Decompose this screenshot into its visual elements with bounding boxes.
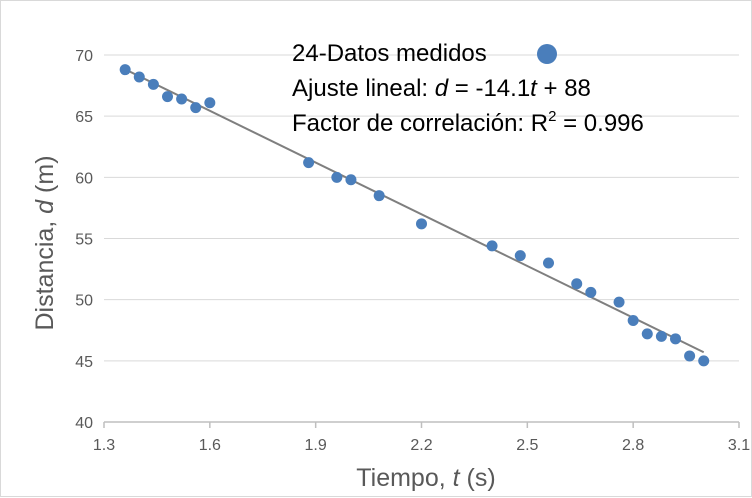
data-point	[641, 328, 653, 340]
data-point	[303, 157, 315, 169]
data-point	[514, 250, 526, 262]
gridlines	[104, 54, 739, 362]
legend-r-prefix: Factor de correlación: R	[292, 110, 548, 137]
x-tick-label: 1.3	[93, 437, 115, 454]
data-point	[416, 218, 427, 230]
x-tick-label: 1.6	[199, 437, 221, 454]
y-tick-label: 45	[75, 354, 93, 371]
y-axis-title-variable: d	[31, 199, 59, 214]
y-tick-label: 55	[75, 232, 93, 249]
data-point	[119, 64, 131, 76]
data-point	[133, 71, 145, 83]
x-axis-title-prefix: Tiempo,	[356, 464, 452, 492]
data-point	[176, 93, 188, 105]
y-tick-label: 70	[75, 48, 93, 65]
x-tick-label: 1.9	[305, 437, 327, 454]
y-tick-label: 40	[75, 415, 93, 432]
data-point	[613, 296, 625, 308]
data-point	[345, 174, 357, 186]
data-point	[147, 78, 159, 90]
legend-fit-middle: = -14.1	[448, 75, 530, 102]
data-point	[684, 350, 696, 362]
data-point	[571, 278, 583, 290]
y-axis-title-suffix: (m)	[31, 155, 59, 199]
y-tick-label: 50	[75, 293, 93, 310]
y-tick-label: 65	[75, 109, 93, 126]
x-tick-label: 2.2	[410, 437, 432, 454]
data-point	[162, 91, 173, 103]
data-point	[585, 286, 597, 298]
x-axis-title-suffix: (s)	[460, 464, 496, 492]
x-tick-label: 2.5	[516, 437, 538, 454]
y-tick-label: 60	[75, 170, 93, 187]
legend-marker-icon	[537, 44, 557, 64]
data-point	[627, 314, 639, 326]
legend-fit-equation: Ajuste lineal: d = -14.1t + 88	[292, 75, 591, 102]
x-tick-label: 3.1	[728, 437, 750, 454]
legend-data-label: 24-Datos medidos	[292, 40, 487, 67]
legend-fit-var-t: t	[530, 75, 538, 102]
data-point	[331, 171, 343, 183]
data-point	[204, 97, 216, 109]
x-tick-label: 2.8	[622, 437, 644, 454]
data-points	[119, 64, 710, 367]
fit-line	[124, 68, 705, 354]
data-point	[698, 355, 710, 367]
data-point	[543, 257, 554, 269]
x-axis-title: Tiempo, t (s)	[356, 464, 495, 492]
legend-fit-suffix: + 88	[537, 75, 591, 102]
x-axis-ticks: 1.3 1.6 1.9 2.2 2.5 2.8 3.1	[93, 422, 750, 454]
x-axis-title-variable: t	[453, 464, 461, 492]
data-point	[373, 190, 385, 202]
legend-r-sup: 2	[548, 108, 556, 125]
y-axis-ticks: 40 45 50 55 60 65 70	[75, 48, 93, 432]
legend-fit-var-d: d	[435, 75, 449, 102]
data-point	[486, 240, 498, 252]
data-point	[190, 102, 202, 114]
data-point	[655, 330, 667, 342]
legend: 24-Datos medidos Ajuste lineal: d = -14.…	[292, 40, 644, 137]
y-axis-title-prefix: Distancia,	[31, 214, 59, 331]
legend-fit-prefix: Ajuste lineal:	[292, 75, 435, 102]
legend-r-suffix: = 0.996	[556, 110, 643, 137]
y-axis-title: Distancia, d (m)	[31, 155, 59, 330]
data-point	[670, 333, 681, 345]
legend-correlation: Factor de correlación: R2 = 0.996	[292, 108, 644, 137]
